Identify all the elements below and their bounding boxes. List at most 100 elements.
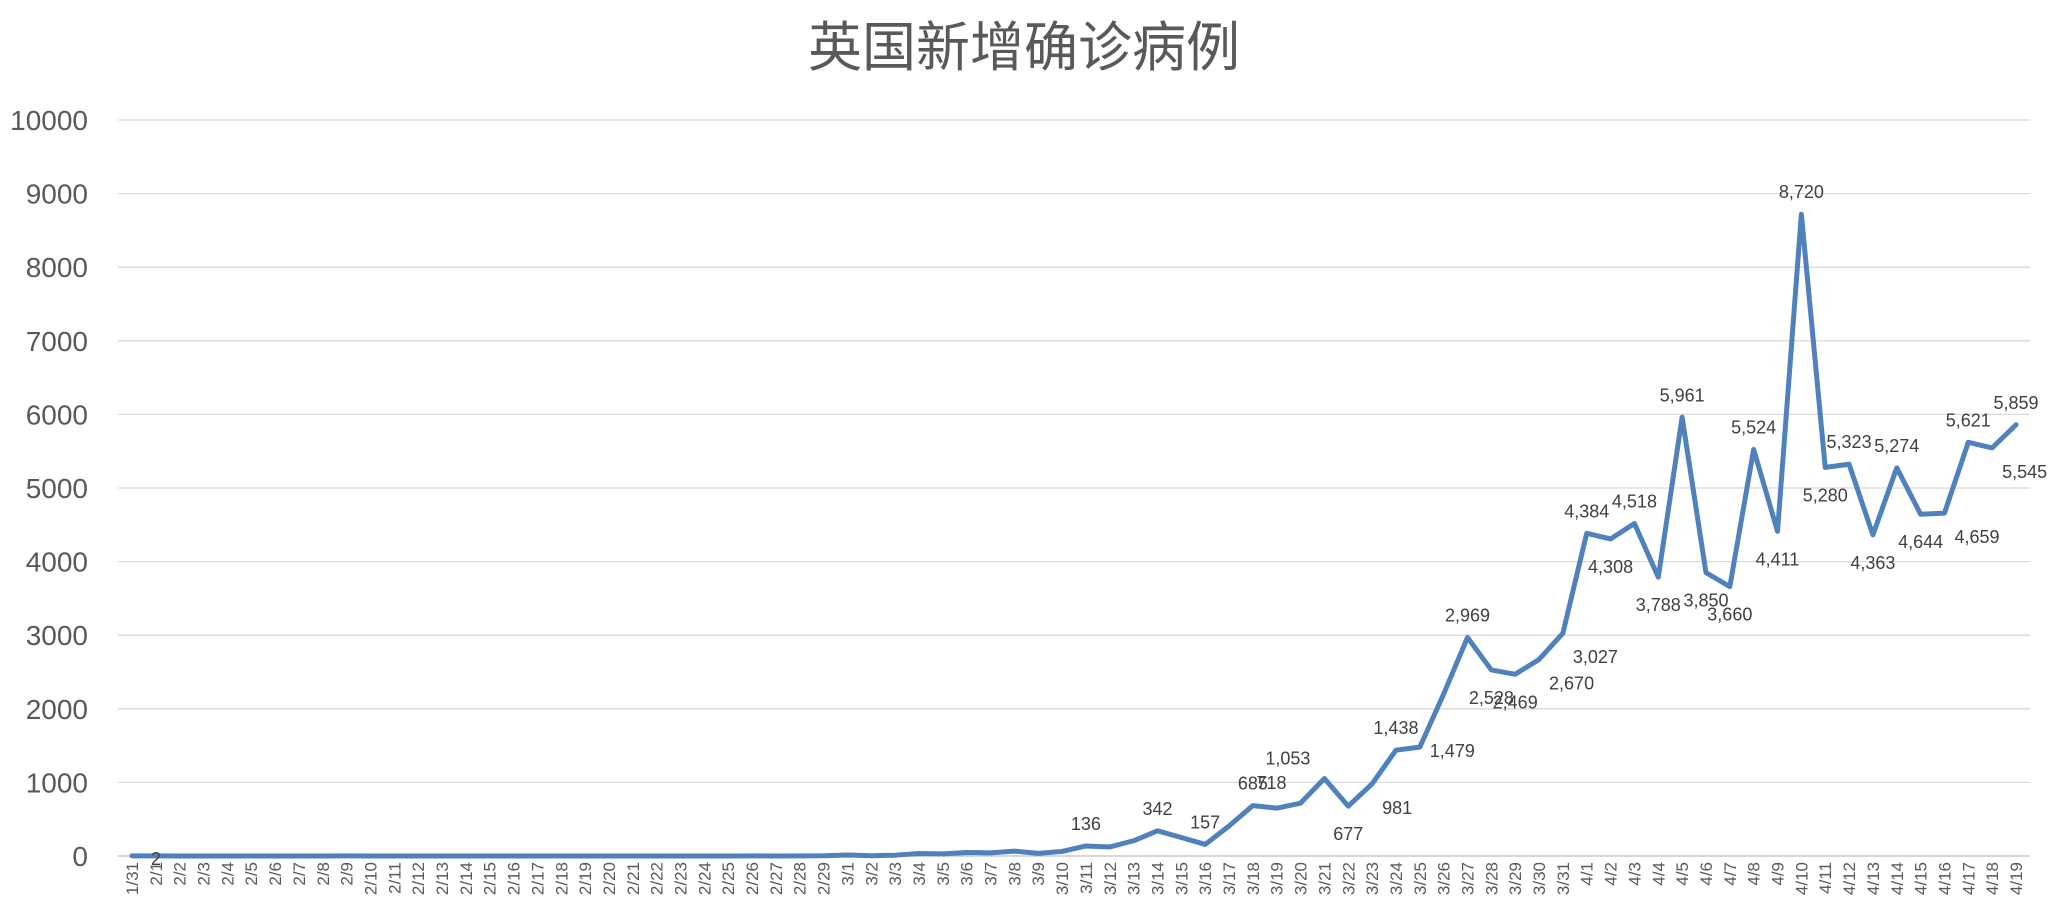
data-label: 2	[151, 849, 161, 869]
x-tick-label: 3/11	[1077, 862, 1096, 894]
y-tick-label: 7000	[26, 326, 88, 357]
data-label: 5,323	[1827, 432, 1872, 452]
y-tick-label: 4000	[26, 547, 88, 578]
series-line	[129, 211, 2019, 859]
x-tick-label: 3/28	[1482, 862, 1501, 895]
x-tick-label: 2/24	[695, 862, 714, 895]
x-tick-label: 3/22	[1339, 862, 1358, 895]
x-tick-label: 4/18	[1983, 862, 2002, 895]
x-tick-label: 2/10	[361, 862, 380, 895]
x-tick-label: 2/3	[195, 862, 214, 886]
data-label: 3,850	[1683, 591, 1728, 611]
data-label: 5,524	[1731, 417, 1776, 437]
x-tick-label: 2/9	[338, 862, 357, 886]
x-tick-label: 3/24	[1387, 862, 1406, 895]
data-label: 3,660	[1707, 605, 1752, 625]
x-tick-label: 2/27	[767, 862, 786, 895]
x-tick-label: 2/11	[385, 862, 404, 894]
y-tick-label: 5000	[26, 473, 88, 504]
x-tick-label: 2/17	[528, 862, 547, 895]
x-tick-label: 3/1	[838, 862, 857, 886]
data-label: 4,644	[1898, 532, 1943, 552]
x-tick-label: 3/4	[910, 862, 929, 886]
x-tick-label: 3/25	[1411, 862, 1430, 895]
data-label: 5,621	[1946, 410, 1991, 430]
x-tick-label: 4/19	[2007, 862, 2026, 895]
data-label: 4,659	[1954, 527, 1999, 547]
x-tick-label: 4/10	[1792, 862, 1811, 895]
x-tick-label: 2/14	[457, 862, 476, 895]
data-label: 1,053	[1265, 748, 1310, 768]
x-tick-label: 2/21	[624, 862, 643, 895]
x-tick-label: 4/2	[1602, 862, 1621, 886]
x-tick-label: 2/29	[815, 862, 834, 895]
x-tick-label: 3/29	[1506, 862, 1525, 895]
x-tick-label: 2/16	[505, 862, 524, 895]
x-tick-label: 4/3	[1625, 862, 1644, 886]
y-tick-label: 1000	[26, 767, 88, 798]
y-tick-label: 2000	[26, 694, 88, 725]
data-label: 718	[1257, 773, 1287, 793]
x-tick-label: 4/14	[1888, 862, 1907, 895]
x-tick-label: 3/19	[1268, 862, 1287, 895]
data-label: 5,961	[1660, 385, 1705, 405]
x-tick-label: 2/1	[147, 862, 166, 886]
x-tick-label: 4/5	[1673, 862, 1692, 886]
data-label: 677	[1333, 824, 1363, 844]
data-label: 342	[1142, 799, 1172, 819]
y-tick-label: 0	[72, 841, 88, 872]
data-label: 2,469	[1493, 692, 1538, 712]
x-tick-label: 4/7	[1721, 862, 1740, 886]
data-label: 5,859	[1993, 393, 2038, 413]
x-tick-label: 3/10	[1053, 862, 1072, 895]
data-label: 136	[1071, 814, 1101, 834]
data-label: 1,479	[1430, 741, 1475, 761]
y-tick-label: 9000	[26, 179, 88, 210]
data-label: 4,384	[1564, 501, 1609, 521]
x-tick-label: 3/2	[862, 862, 881, 886]
x-tick-label: 3/5	[934, 862, 953, 886]
grid-layer	[118, 119, 2030, 857]
x-tick-label: 4/4	[1649, 862, 1668, 886]
x-tick-label: 3/21	[1315, 862, 1334, 895]
x-tick-label: 4/9	[1769, 862, 1788, 886]
x-tick-label: 2/15	[481, 862, 500, 895]
y-tick-label: 10000	[10, 105, 88, 136]
x-tick-label: 2/26	[743, 862, 762, 895]
x-tick-label: 3/7	[982, 862, 1001, 886]
x-tick-label: 2/20	[600, 862, 619, 895]
x-tick-label: 4/8	[1745, 862, 1764, 886]
x-tick-label: 3/31	[1554, 862, 1573, 895]
data-label: 5,545	[2002, 462, 2047, 482]
x-tick-label: 2/28	[791, 862, 810, 895]
x-tick-label: 3/30	[1530, 862, 1549, 895]
y-tick-label: 6000	[26, 399, 88, 430]
x-tick-label: 3/6	[958, 862, 977, 886]
x-tick-label: 4/15	[1912, 862, 1931, 895]
x-tick-label: 4/16	[1935, 862, 1954, 895]
x-tick-label: 2/6	[266, 862, 285, 886]
x-tick-label: 4/12	[1840, 862, 1859, 895]
data-label: 5,280	[1803, 485, 1848, 505]
x-tick-label: 2/8	[314, 862, 333, 886]
x-tick-label: 3/8	[1005, 862, 1024, 886]
data-label: 1,438	[1373, 718, 1418, 738]
x-tick-label: 3/16	[1196, 862, 1215, 895]
x-tick-label: 3/18	[1244, 862, 1263, 895]
x-tick-label: 2/4	[218, 862, 237, 886]
x-tick-labels: 1/31 2/1 2/2 2/3 2/4 2/5 2/6 2/7 2/8 2/9 2/10 2/11 2…	[123, 862, 2026, 895]
data-label: 5,274	[1874, 436, 1919, 456]
x-tick-label: 3/13	[1125, 862, 1144, 895]
x-tick-label: 4/17	[1959, 862, 1978, 895]
x-tick-label: 4/6	[1697, 862, 1716, 886]
x-tick-label: 3/20	[1292, 862, 1311, 895]
x-tick-label: 3/27	[1458, 862, 1477, 895]
x-tick-label: 2/2	[171, 862, 190, 886]
x-tick-label: 4/13	[1864, 862, 1883, 895]
data-label: 2,969	[1445, 605, 1490, 625]
x-tick-label: 2/13	[433, 862, 452, 895]
x-tick-label: 1/31	[123, 862, 142, 895]
data-label: 685	[1238, 774, 1268, 794]
